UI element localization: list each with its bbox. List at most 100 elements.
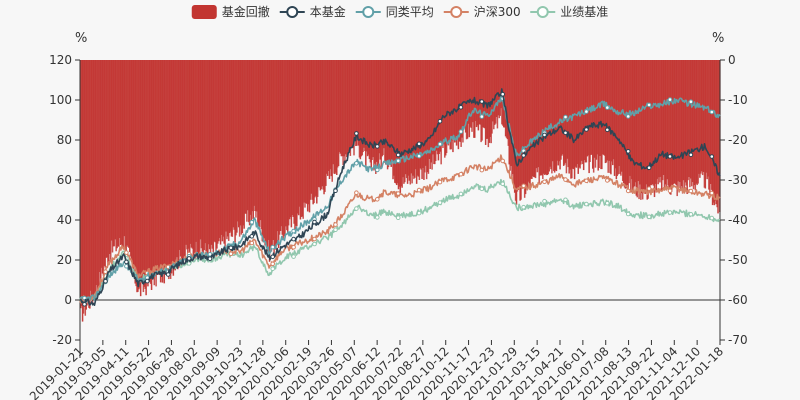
series-point-1 <box>479 114 485 119</box>
drawdown-bar <box>178 60 181 250</box>
left-tick-label: 120 <box>49 53 72 67</box>
drawdown-bar <box>660 60 662 177</box>
drawdown-bar <box>493 60 496 125</box>
drawdown-bar <box>382 60 384 156</box>
drawdown-bar <box>324 60 326 192</box>
series-point-1 <box>249 219 255 225</box>
drawdown-bar <box>691 60 694 183</box>
drawdown-bar <box>202 60 205 254</box>
series-point-0 <box>249 234 255 239</box>
drawdown-bar <box>463 60 465 127</box>
drawdown-bar <box>648 60 650 192</box>
drawdown-bar <box>102 60 105 276</box>
legend[interactable]: 基金回撤 本基金 同类平均 沪深300 业绩基准 <box>191 4 609 19</box>
drawdown-bar <box>432 60 434 155</box>
drawdown-bar <box>237 60 239 222</box>
series-point-1 <box>584 109 589 114</box>
drawdown-bar <box>320 60 323 190</box>
drawdown-bar <box>334 60 336 175</box>
legend-label: 基金回撤 <box>222 4 270 19</box>
drawdown-bar <box>338 60 341 152</box>
drawdown-bar <box>310 60 313 194</box>
drawdown-bar <box>209 60 212 253</box>
drawdown-bar <box>497 60 500 116</box>
drawdown-bar <box>539 60 541 176</box>
drawdown-bar <box>249 60 252 215</box>
series-point-0 <box>605 127 610 133</box>
drawdown-bar <box>148 60 150 278</box>
drawdown-bar <box>551 60 553 174</box>
drawdown-bar <box>617 60 619 175</box>
drawdown-bar <box>616 60 619 177</box>
drawdown-bar <box>635 60 638 196</box>
drawdown-bar <box>386 60 389 170</box>
drawdown-bar <box>547 60 550 175</box>
drawdown-bar <box>276 60 278 246</box>
drawdown-bar <box>454 60 456 143</box>
series-point-0 <box>646 165 652 170</box>
drawdown-bar <box>109 60 111 254</box>
drawdown-bar <box>140 60 143 282</box>
drawdown-bar <box>513 60 516 193</box>
drawdown-bar <box>227 60 230 241</box>
series-point-3 <box>584 201 589 207</box>
left-tick-label: -20 <box>52 333 72 347</box>
drawdown-bar <box>326 60 328 174</box>
drawdown-bar <box>364 60 366 152</box>
drawdown-bar <box>553 60 556 173</box>
drawdown-bar <box>188 60 190 249</box>
drawdown-bar <box>285 60 287 227</box>
drawdown-bar <box>101 60 104 274</box>
drawdown-bar <box>619 60 621 174</box>
drawdown-bar <box>241 60 244 233</box>
drawdown-bar <box>519 60 521 201</box>
drawdown-bar <box>397 60 400 190</box>
drawdown-bar <box>110 60 113 241</box>
drawdown-bar <box>300 60 303 217</box>
drawdown-bar <box>421 60 423 179</box>
series-point-0 <box>667 154 673 159</box>
drawdown-bar <box>711 60 714 206</box>
drawdown-bar <box>423 60 425 180</box>
legend-item-3[interactable]: 沪深300 <box>443 5 521 19</box>
drawdown-bar <box>370 60 373 168</box>
legend-item-1[interactable]: 本基金 <box>279 4 346 19</box>
drawdown-bar <box>215 60 217 251</box>
drawdown-bar <box>184 60 186 258</box>
drawdown-bar <box>430 60 432 163</box>
drawdown-bar <box>603 60 606 156</box>
drawdown-bar <box>272 60 274 240</box>
drawdown-bar <box>651 60 653 186</box>
drawdown-bar <box>365 60 368 152</box>
drawdown-bar <box>86 60 88 306</box>
series-point-3 <box>667 210 673 215</box>
drawdown-bar <box>391 60 393 161</box>
drawdown-bar <box>357 60 360 146</box>
series-point-3 <box>354 206 359 211</box>
legend-item-0[interactable]: 基金回撤 <box>191 4 270 19</box>
right-tick-label: -30 <box>728 173 748 187</box>
drawdown-bar <box>492 60 494 122</box>
drawdown-bar <box>560 60 562 160</box>
drawdown-bar <box>248 60 251 226</box>
drawdown-bar <box>267 60 270 240</box>
drawdown-bar <box>115 60 117 252</box>
drawdown-bar <box>247 60 250 223</box>
drawdown-bar <box>196 60 198 258</box>
drawdown-bar <box>552 60 554 162</box>
drawdown-bar <box>450 60 452 150</box>
drawdown-bar <box>211 60 214 249</box>
drawdown-bar <box>295 60 297 226</box>
legend-item-4[interactable]: 业绩基准 <box>530 5 608 19</box>
series-point-1 <box>458 129 464 134</box>
drawdown-bar <box>554 60 557 171</box>
drawdown-bar <box>109 60 112 261</box>
drawdown-bar <box>641 60 644 200</box>
drawdown-bar <box>390 60 392 167</box>
drawdown-bar <box>622 60 625 184</box>
drawdown-bar <box>566 60 569 159</box>
legend-item-2[interactable]: 同类平均 <box>355 5 434 19</box>
drawdown-bar <box>583 60 586 161</box>
drawdown-bar <box>167 60 169 267</box>
